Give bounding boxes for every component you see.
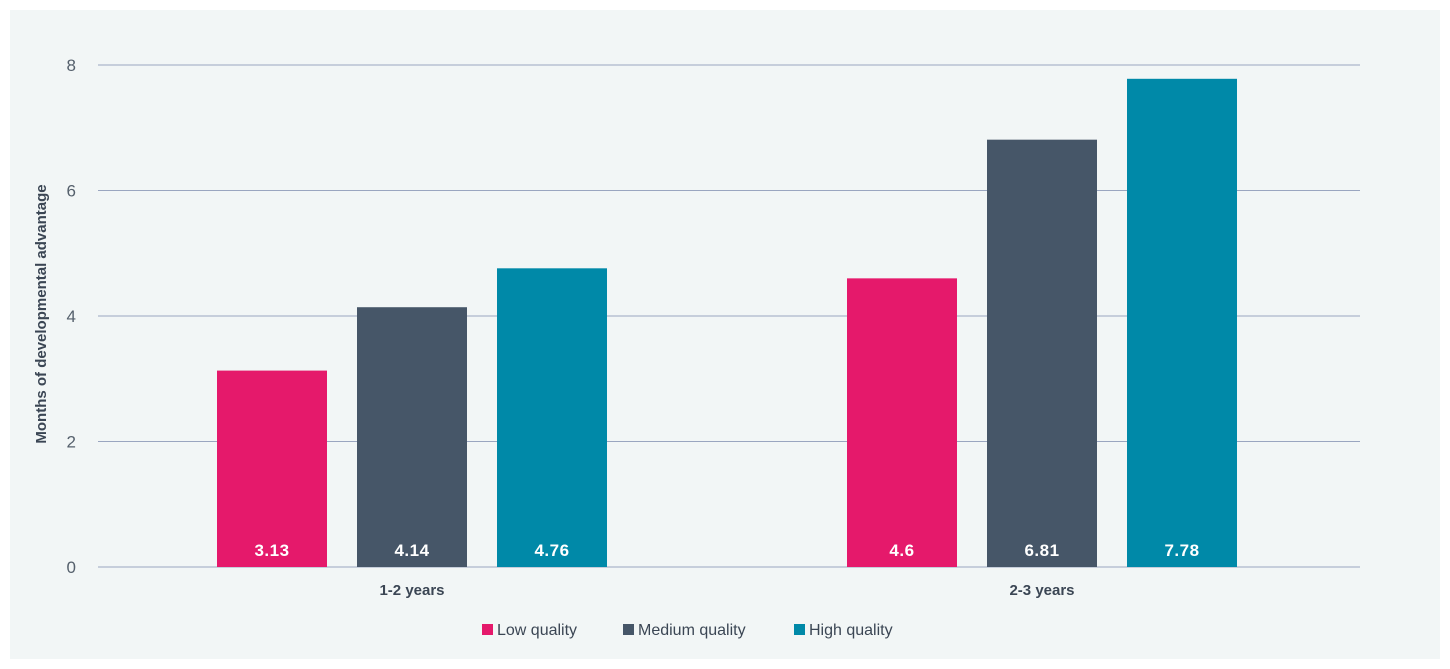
y-axis-title: Months of developmental advantage	[33, 184, 50, 443]
bar-low-quality	[217, 370, 327, 567]
bar-medium-quality	[987, 139, 1097, 568]
legend-item: Low quality	[482, 622, 577, 639]
x-axis-categories: 1-2 years 2-3 years	[379, 582, 1074, 599]
bar-low-quality	[847, 278, 957, 567]
legend-swatch	[794, 624, 805, 635]
bars: 3.13 4.14 4.76 4.6 6.81 7.78	[217, 78, 1237, 568]
legend-item: Medium quality	[623, 622, 746, 639]
legend-swatch	[623, 624, 634, 635]
y-tick-label: 4	[67, 307, 76, 326]
y-axis-ticks: 0 2 4 6 8	[67, 56, 76, 577]
legend-label: High quality	[809, 622, 893, 639]
bar-value-label: 4.14	[394, 541, 429, 560]
bar-high-quality	[497, 268, 607, 567]
legend-label: Medium quality	[638, 622, 746, 639]
y-tick-label: 0	[67, 558, 76, 577]
bar-value-label: 4.76	[534, 541, 569, 560]
x-category-label: 2-3 years	[1009, 582, 1074, 599]
legend-swatch	[482, 624, 493, 635]
y-tick-label: 8	[67, 56, 76, 75]
legend-item: High quality	[794, 622, 893, 639]
bar-value-label: 4.6	[889, 541, 914, 560]
bar-value-label: 3.13	[254, 541, 289, 560]
legend-label: Low quality	[497, 622, 577, 639]
y-tick-label: 2	[67, 433, 76, 452]
x-category-label: 1-2 years	[379, 582, 444, 599]
bar-medium-quality	[357, 307, 467, 567]
legend: Low quality Medium quality High quality	[482, 622, 893, 639]
bar-high-quality	[1127, 78, 1237, 568]
bar-value-label: 7.78	[1164, 541, 1199, 560]
bar-value-label: 6.81	[1024, 541, 1059, 560]
y-tick-label: 6	[67, 182, 76, 201]
